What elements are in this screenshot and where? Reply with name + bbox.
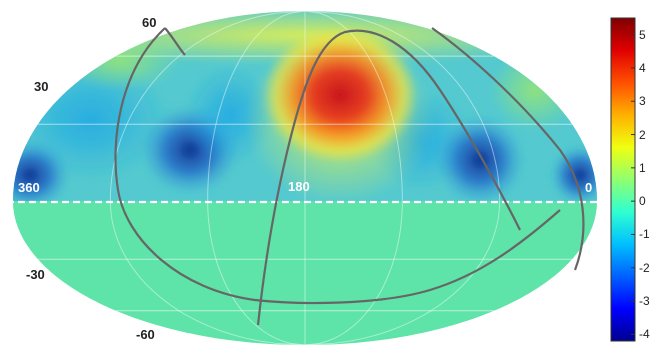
- colorbar-tick-label: 0: [639, 194, 646, 209]
- lat-label-60: 60: [142, 15, 157, 30]
- meridian-line: [304, 10, 403, 346]
- colorbar-tick-label: 4: [639, 60, 646, 75]
- lon-label-360: 360: [18, 180, 40, 195]
- southern-mask-region: [13, 201, 597, 345]
- colorbar: [610, 17, 636, 342]
- great-circle-curve: [114, 27, 561, 305]
- lat-label-30: 30: [34, 79, 49, 94]
- great-circle-curve: [164, 27, 186, 56]
- colorbar-tick-label: 5: [639, 27, 646, 42]
- colorbar-tick-label: 3: [639, 94, 646, 109]
- lat-label-minus-60: -60: [136, 327, 155, 342]
- great-circle-curve: [256, 29, 521, 326]
- colorbar-tick-label: -4: [639, 327, 650, 342]
- colorbar-tick-label: 2: [639, 127, 646, 142]
- colorbar-tick-label: -1: [639, 227, 650, 242]
- colorbar-tick-label: 1: [639, 160, 646, 175]
- lon-label-180: 180: [288, 179, 310, 194]
- colorbar-tick-label: -3: [639, 294, 650, 309]
- lat-label-minus-30: -30: [26, 267, 45, 282]
- great-circle-curves: [114, 27, 585, 326]
- meridian-line: [304, 10, 501, 346]
- lon-label-0: 0: [585, 180, 593, 195]
- great-circle-curve: [431, 27, 585, 271]
- colorbar-tick-label: -2: [639, 260, 650, 275]
